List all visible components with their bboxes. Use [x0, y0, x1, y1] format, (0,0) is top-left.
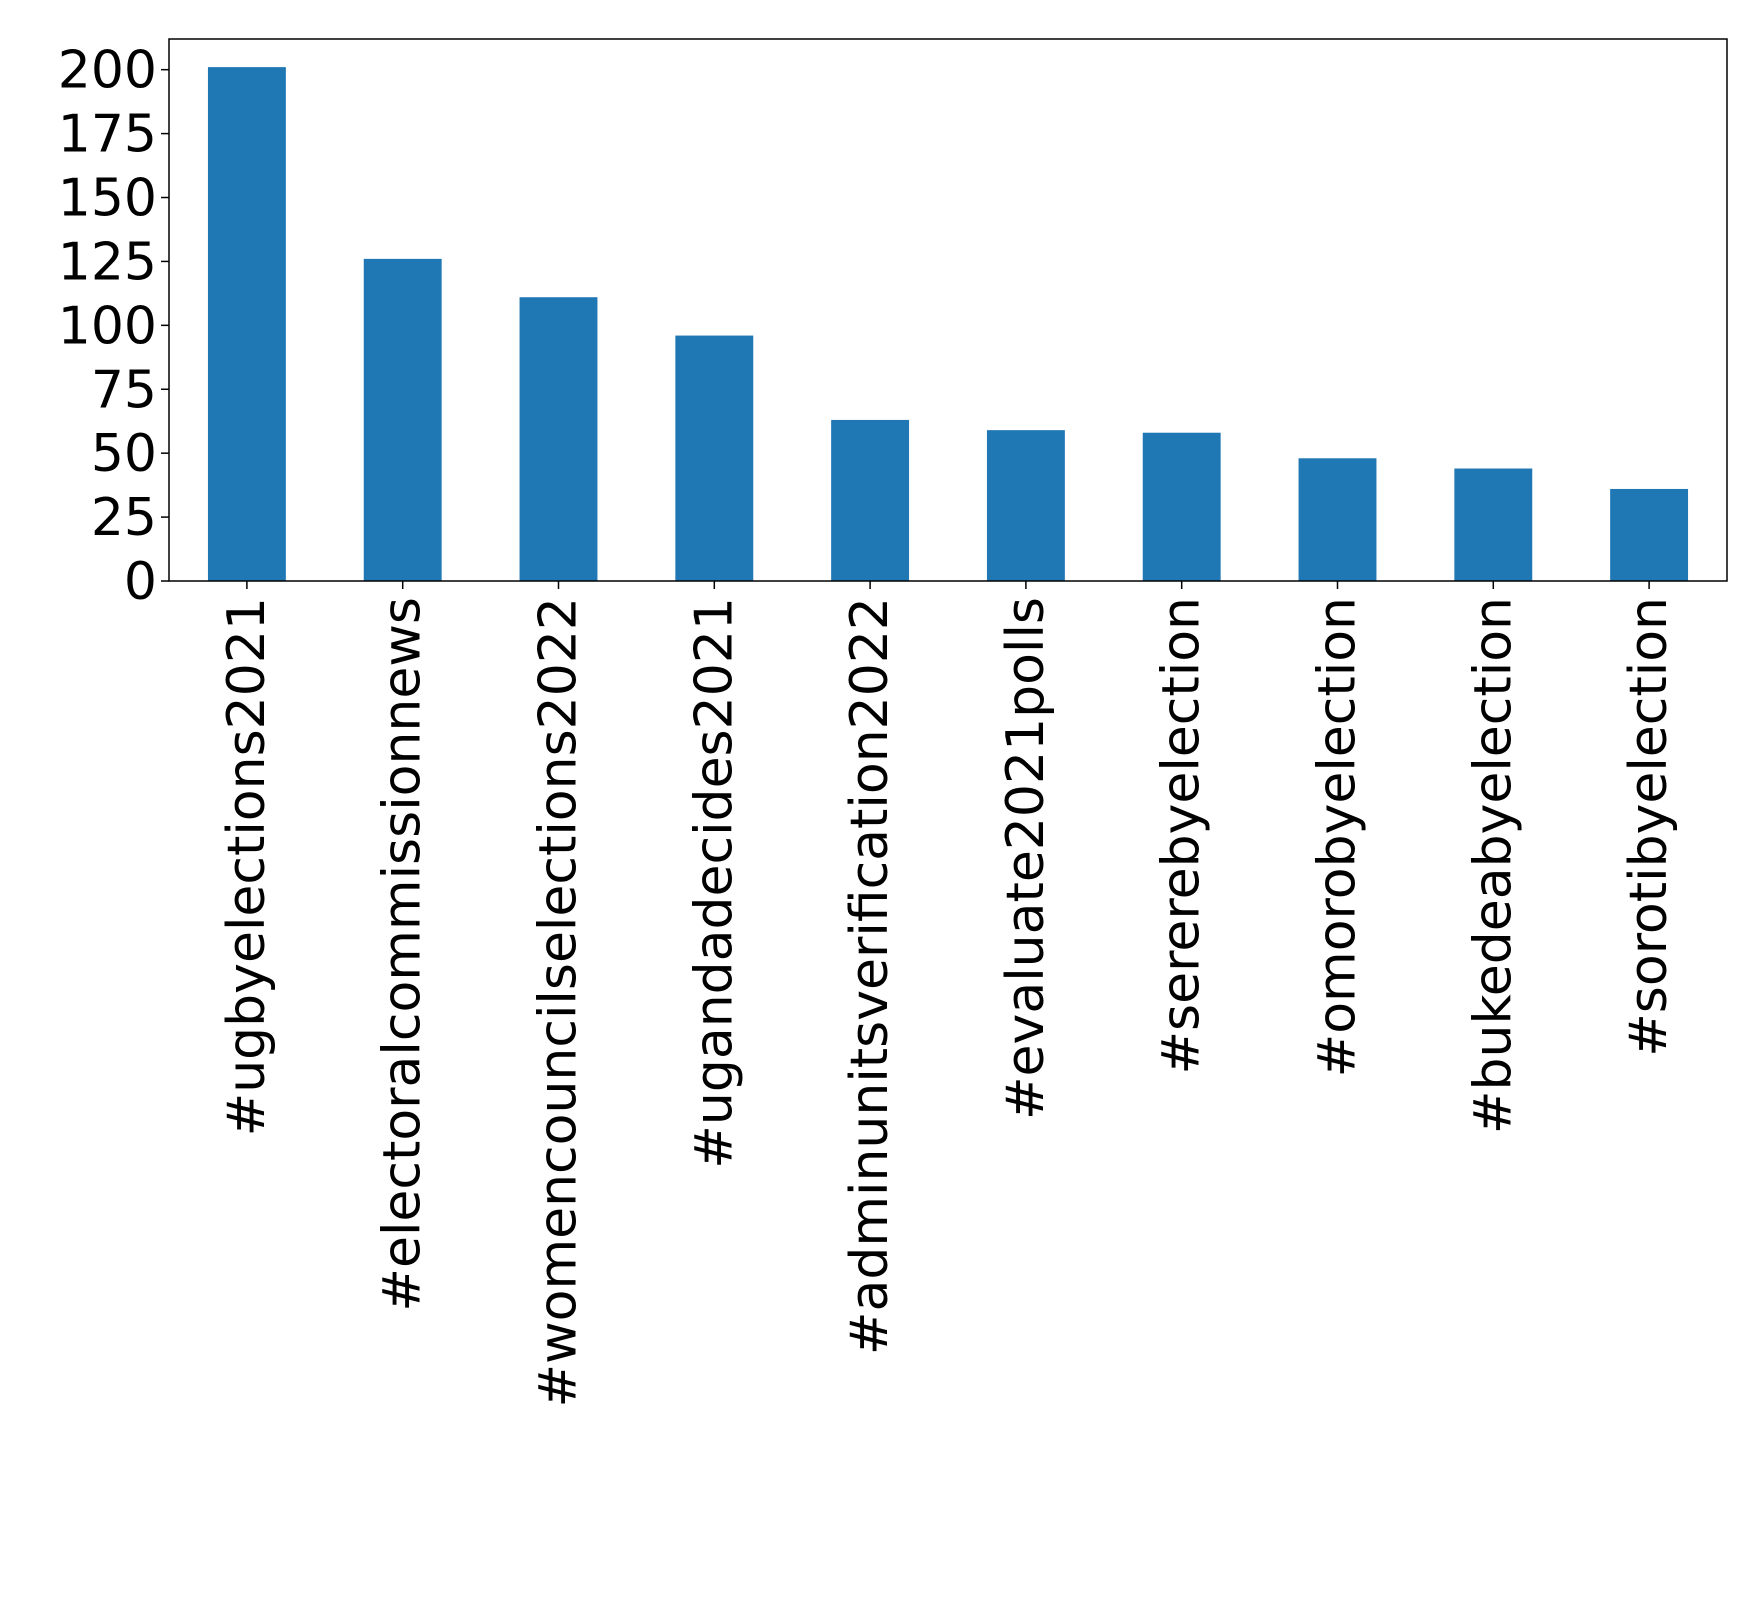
x-tick-label: #sererebyelection [1152, 597, 1212, 1075]
bars-layer [207, 67, 1689, 582]
x-tick-label: #sorotibyelection [1619, 597, 1679, 1057]
x-axis: #ugbyelections2021 #electoralcommissionne… [217, 581, 1679, 1407]
y-tick-label: 50 [91, 424, 157, 484]
x-tick-label: #bukedeabyelection [1463, 597, 1523, 1134]
bar-womencouncilselections2022 [519, 297, 598, 581]
y-tick-label: 100 [58, 296, 157, 356]
y-tick-label: 0 [124, 552, 157, 612]
x-tick-label: #adminunitsverification2022 [840, 597, 900, 1355]
bar-adminunitsverification2022 [831, 419, 910, 581]
y-tick-label: 200 [58, 41, 157, 101]
y-tick-label: 25 [91, 488, 157, 548]
x-tick-label: #evaluate2021polls [996, 597, 1056, 1120]
bar-electoralcommissionnews [363, 258, 442, 581]
y-tick-label: 150 [58, 169, 157, 229]
bar-ugandadecides2021 [675, 335, 754, 581]
bar-ugbyelections2021 [207, 67, 286, 582]
x-tick-label: #electoralcommissionnews [373, 597, 433, 1312]
plot-frame [168, 38, 1728, 582]
y-tick-label: 75 [91, 360, 157, 420]
x-tick-label: #omorobyelection [1308, 597, 1368, 1077]
x-tick-label: #womencouncilselections2022 [529, 597, 589, 1407]
bar-sererebyelection [1142, 432, 1221, 581]
y-tick-label: 125 [58, 232, 157, 292]
y-tick-label: 175 [58, 105, 157, 165]
bar-omorobyelection [1298, 458, 1377, 581]
x-tick-label: #ugbyelections2021 [217, 597, 277, 1136]
bar-bukedeabyelection [1454, 468, 1533, 581]
x-tick-label: #ugandadecides2021 [684, 597, 744, 1169]
bar-evaluate2021polls [986, 430, 1065, 581]
bar-sorotibyelection [1610, 488, 1689, 581]
